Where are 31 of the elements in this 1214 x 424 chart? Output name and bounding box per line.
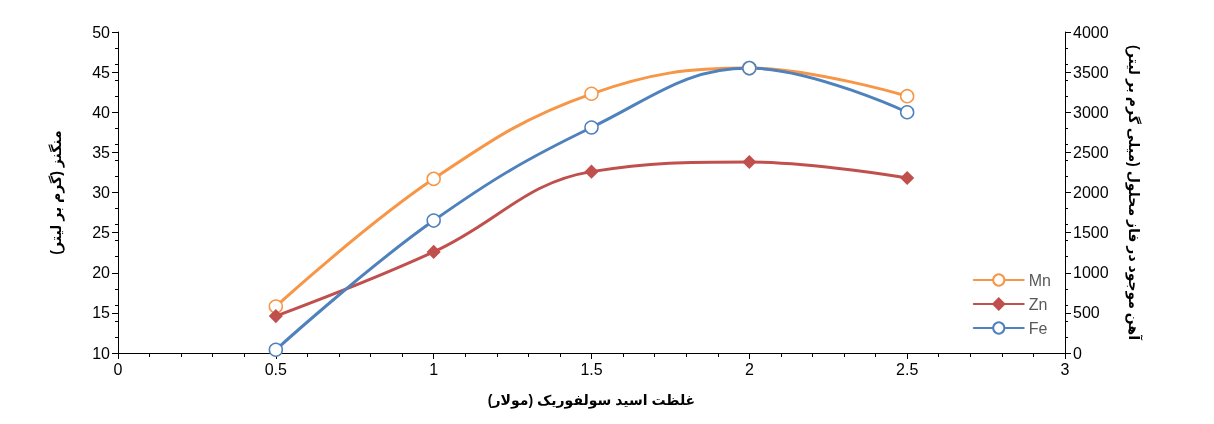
y-axis-title: منگنز (گرم بر لیتر) [48, 130, 65, 255]
legend-label: Zn [1028, 295, 1048, 313]
y2-tick-label: 0 [1073, 344, 1082, 362]
y-tick-label: 25 [92, 224, 111, 242]
y-tick-label: 15 [92, 304, 111, 322]
y2-tick-label: 500 [1073, 304, 1100, 322]
legend-label: Fe [1028, 319, 1048, 337]
x-tick-label: 1.5 [580, 360, 603, 378]
x-tick-label: 2.5 [896, 360, 919, 378]
legend-label: Mn [1028, 271, 1052, 289]
y-tick-label: 20 [92, 264, 111, 282]
y-tick-label: 35 [92, 143, 111, 161]
y2-tick-label: 3000 [1073, 103, 1109, 121]
y2-tick-label: 4000 [1073, 23, 1109, 41]
y2-tick-label: 2000 [1073, 184, 1109, 201]
x-tick-label: 0 [113, 360, 123, 378]
x-axis-title: غلظت اسید سولفوریک (مولار) [487, 392, 696, 409]
y-tick-label: 45 [92, 63, 111, 81]
x-tick-label: 2 [744, 360, 754, 378]
y2-axis-title: آهن موجود در فاز محلول (میلی گرم بر لیتر) [1125, 45, 1143, 342]
y2-tick-label: 1500 [1073, 224, 1109, 242]
x-tick-label: 1 [429, 360, 439, 378]
y-tick-label: 10 [92, 344, 111, 362]
x-tick-label: 0.5 [264, 360, 288, 378]
y2-tick-label: 1000 [1073, 264, 1109, 282]
y-tick-label: 50 [92, 23, 111, 41]
y2-tick-label: 2500 [1073, 143, 1109, 161]
y-tick-label: 40 [92, 103, 111, 121]
y2-tick-label: 3500 [1073, 63, 1109, 81]
x-tick-label: 3 [1060, 360, 1070, 378]
y-tick-label: 30 [92, 184, 111, 201]
